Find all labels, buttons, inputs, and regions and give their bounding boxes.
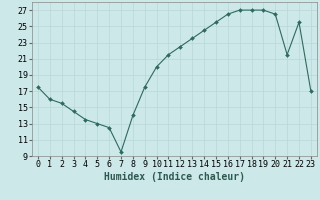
X-axis label: Humidex (Indice chaleur): Humidex (Indice chaleur) bbox=[104, 172, 245, 182]
